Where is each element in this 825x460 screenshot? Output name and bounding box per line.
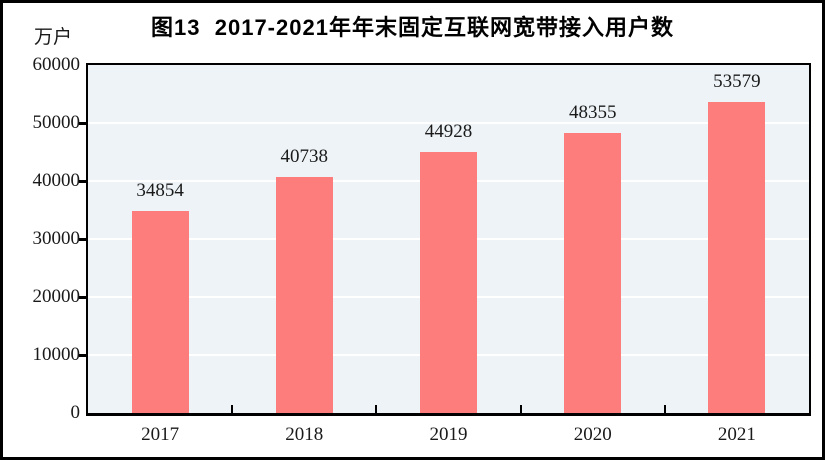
x-category-label: 2018 bbox=[285, 424, 324, 445]
chart-title: 图13 2017-2021年年末固定互联网宽带接入用户数 bbox=[151, 15, 674, 40]
x-category-label: 2017 bbox=[141, 424, 180, 445]
y-tick-mark bbox=[79, 354, 87, 357]
x-category-label: 2021 bbox=[717, 424, 756, 445]
y-tick-label: 20000 bbox=[32, 286, 81, 307]
x-category-label: 2020 bbox=[573, 424, 612, 445]
y-tick-label: 50000 bbox=[32, 112, 81, 133]
bar-value-label: 48355 bbox=[568, 101, 617, 123]
bar bbox=[275, 176, 333, 413]
y-tick-label: 40000 bbox=[32, 170, 81, 191]
bar bbox=[131, 210, 189, 413]
y-tick-label: 60000 bbox=[32, 54, 81, 75]
y-tick-label: 10000 bbox=[32, 344, 81, 365]
bar-value-label: 53579 bbox=[713, 71, 761, 93]
bar-value-label: 40738 bbox=[280, 145, 329, 167]
y-tick-mark bbox=[79, 296, 87, 299]
bar-value-label: 34854 bbox=[136, 179, 184, 201]
bar bbox=[564, 132, 622, 413]
plot-area: 34854 40738 44928 48355 53579 bbox=[86, 63, 811, 416]
bar-value-label: 44928 bbox=[424, 121, 473, 143]
x-category-label: 2019 bbox=[429, 424, 468, 445]
gridline bbox=[88, 122, 809, 124]
y-tick-mark bbox=[79, 238, 87, 241]
y-axis-unit-label: 万户 bbox=[34, 27, 73, 48]
y-tick-mark bbox=[79, 122, 87, 125]
x-tick-mark bbox=[519, 405, 522, 413]
bar bbox=[708, 102, 766, 413]
y-tick-label: 0 bbox=[70, 402, 81, 423]
x-tick-mark bbox=[375, 405, 378, 413]
bar bbox=[420, 152, 477, 413]
y-tick-mark bbox=[79, 180, 87, 183]
y-tick-label: 30000 bbox=[32, 228, 81, 249]
x-tick-mark bbox=[231, 405, 234, 413]
x-tick-mark bbox=[663, 405, 666, 413]
